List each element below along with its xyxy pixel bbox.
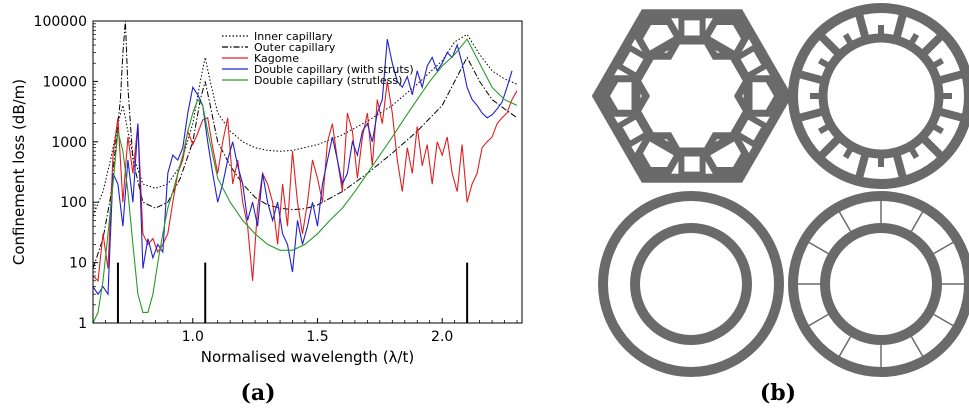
y-tick-label-1: 1 [78, 316, 87, 332]
short-strut-6 [818, 123, 831, 135]
x-tick-label-1: 1.0 [182, 329, 204, 345]
fibre-schematics [591, 3, 969, 377]
inner-capillary-ring [630, 223, 752, 345]
legend-label-2: Outer capillary [254, 41, 336, 54]
strut-10 [892, 9, 908, 42]
y-tick-label-3: 100 [60, 195, 87, 211]
legend-label-4: Double capillary (with struts) [254, 63, 414, 76]
thin-strut-12 [929, 239, 958, 257]
strut-4 [854, 150, 870, 183]
edge-cell-2 [678, 150, 706, 178]
x-tick-label-2: 1.5 [306, 329, 328, 345]
inner-ring [820, 223, 942, 345]
short-strut-11 [908, 33, 920, 46]
x-axis-label: Normalised wavelength (λ/t) [201, 348, 414, 366]
strut-3 [892, 150, 908, 183]
inner-outer-capillary-schematic [598, 191, 784, 377]
short-strut-3 [908, 146, 920, 159]
thin-strut-9 [836, 207, 854, 236]
corner-hexagon-2 [700, 132, 750, 174]
markers-layer [116, 262, 469, 323]
strut-9 [854, 9, 870, 42]
series-layer [93, 21, 518, 323]
y-tick-label-5: 10000 [42, 74, 87, 90]
edge-cell-3 [614, 111, 652, 149]
corner-hexagon-5 [634, 18, 684, 60]
ticks-layer: 1.0 1.5 2.0 1 10 100 1000 10000 100000 [34, 14, 518, 345]
kagome-cladding-schematic [591, 9, 793, 183]
double-capillary-with-struts-schematic [788, 3, 969, 189]
thin-strut-11 [908, 207, 926, 236]
short-strut-2 [931, 123, 944, 135]
inner-ring [818, 33, 944, 159]
thin-strut-5 [836, 332, 854, 361]
strut-11 [919, 30, 947, 58]
strut-2 [919, 134, 947, 162]
series-line-5 [93, 38, 518, 323]
short-strut-5 [842, 146, 854, 159]
thin-strut-8 [804, 239, 833, 257]
corner-hexagon-6 [700, 18, 750, 60]
corner-hexagon-1 [733, 75, 783, 117]
panel-b-label: (b) [760, 380, 796, 406]
edge-cell-1 [732, 111, 770, 149]
strut-1 [935, 107, 968, 123]
plot-frame [92, 20, 523, 324]
edge-cell-4 [614, 43, 652, 81]
thin-strut-3 [908, 332, 926, 361]
strut-7 [794, 69, 827, 85]
legend-label-5: Double capillary (strutless) [254, 74, 402, 87]
panel-a-label: (a) [240, 380, 275, 406]
series-line-4 [93, 39, 513, 296]
short-strut-12 [931, 57, 944, 69]
edge-cell-6 [732, 43, 770, 81]
x-tick-label-3: 2.0 [431, 329, 453, 345]
edge-cell-5 [678, 14, 706, 42]
strut-5 [815, 134, 843, 162]
short-strut-8 [818, 57, 831, 69]
outer-hexagon [591, 9, 793, 183]
short-strut-9 [842, 33, 854, 46]
corner-hexagon-3 [634, 132, 684, 174]
outer-capillary-ring [598, 191, 784, 377]
legend-label-3: Kagome [254, 52, 299, 65]
double-capillary-thin-struts-schematic [788, 191, 969, 377]
thin-strut-6 [804, 311, 833, 329]
series-line-1 [93, 33, 518, 216]
thin-strut-2 [929, 311, 958, 329]
strut-12 [935, 69, 968, 85]
y-tick-label-6: 100000 [34, 14, 87, 30]
strut-6 [794, 107, 827, 123]
legend-label-1: Inner capillary [254, 30, 333, 43]
loss-chart: 1.0 1.5 2.0 1 10 100 1000 10000 100000 Normalise… [10, 14, 523, 366]
y-tick-label-4: 1000 [51, 135, 87, 151]
outer-ring [788, 3, 969, 189]
series-line-3 [93, 81, 518, 282]
corner-hexagon-4 [601, 75, 651, 117]
y-axis-label: Confinement loss (dB/m) [10, 79, 28, 265]
y-tick-label-2: 10 [69, 256, 87, 272]
strut-8 [815, 30, 843, 58]
series-line-2 [93, 21, 518, 269]
